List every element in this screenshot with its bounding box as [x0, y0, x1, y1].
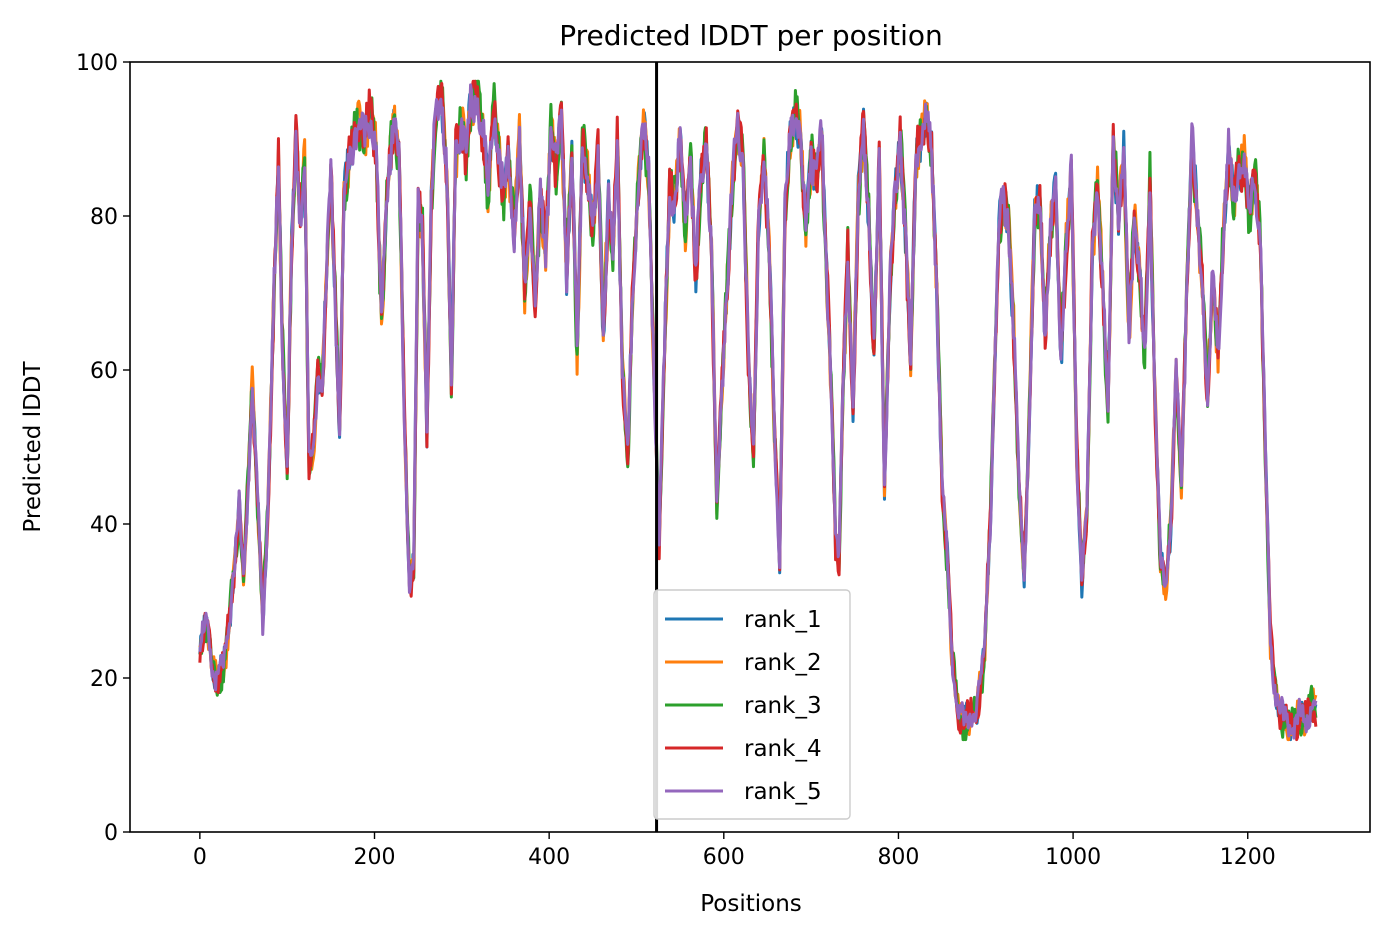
chart-title: Predicted lDDT per position — [559, 19, 943, 52]
x-axis-label: Positions — [700, 891, 802, 917]
y-tick-label: 0 — [104, 821, 118, 846]
x-tick-label: 0 — [193, 845, 207, 870]
x-tick-label: 1200 — [1220, 845, 1276, 870]
x-axis-ticks: 0 200 400 600 800 1000 1200 — [193, 832, 1276, 870]
y-axis-ticks: 0 20 40 60 80 100 — [76, 51, 130, 846]
legend-label-rank_1: rank_1 — [744, 607, 822, 633]
legend-label-rank_2: rank_2 — [744, 650, 822, 676]
series-line-rank_5 — [198, 83, 1318, 740]
legend-label-rank_3: rank_3 — [744, 693, 822, 719]
plot-frame — [129, 61, 1371, 833]
series-layer — [198, 79, 1318, 742]
legend-label-rank_5: rank_5 — [744, 779, 822, 805]
x-tick-label: 600 — [703, 845, 745, 870]
y-axis-label: Predicted lDDT — [20, 360, 46, 532]
y-tick-label: 100 — [76, 51, 118, 76]
x-tick-label: 400 — [528, 845, 570, 870]
y-tick-label: 80 — [90, 205, 118, 230]
legend-frame — [653, 589, 851, 820]
x-tick-label: 1000 — [1045, 845, 1101, 870]
x-tick-label: 200 — [354, 845, 396, 870]
x-tick-label: 800 — [877, 845, 919, 870]
y-tick-label: 40 — [90, 513, 118, 538]
y-tick-label: 20 — [90, 667, 118, 692]
legend-label-rank_4: rank_4 — [744, 736, 822, 762]
y-tick-label: 60 — [90, 359, 118, 384]
legend: rank_1 rank_2 rank_3 rank_4 rank_5 — [653, 589, 851, 820]
